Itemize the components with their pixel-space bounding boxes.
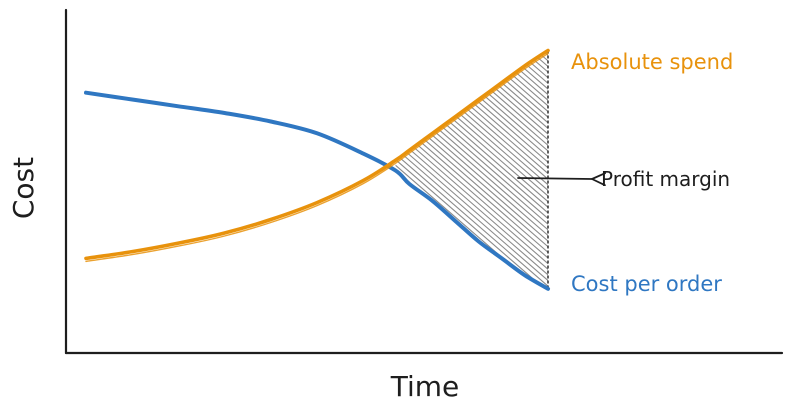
profit-margin-arrow — [517, 172, 606, 187]
hatch-line — [395, 50, 448, 289]
series-label-cost-per-order: Cost per order — [571, 272, 722, 296]
hatch-line — [395, 50, 548, 289]
hatch-line — [471, 50, 548, 289]
hatch-line — [395, 50, 548, 289]
hatch-line — [395, 50, 548, 289]
hatch-line — [395, 50, 500, 289]
annotation-profit-margin: Profit margin — [601, 167, 730, 191]
series-line-absolute-spend — [84, 48, 550, 261]
hatch-line — [395, 50, 548, 289]
hatch-line — [395, 50, 548, 289]
y-axis-title: Cost — [7, 157, 40, 219]
hatch-line — [395, 50, 548, 289]
hatch-line — [395, 50, 467, 289]
hatch-line — [395, 50, 506, 289]
hatch-line — [465, 50, 548, 289]
hatch-line — [395, 50, 513, 289]
hatch-line — [395, 50, 548, 289]
hatch-line — [395, 50, 548, 289]
hatch-line — [395, 50, 548, 289]
hatch-line — [395, 50, 422, 289]
hatch-line — [395, 50, 548, 289]
hatch-line — [395, 50, 493, 289]
hatch-line — [89, 40, 389, 300]
hatch-line — [82, 40, 382, 300]
hatch-line — [478, 50, 548, 289]
hatch-line — [491, 50, 548, 289]
series-label-absolute-spend: Absolute spend — [571, 50, 733, 74]
hatch-line — [95, 40, 395, 300]
hatch-line — [458, 50, 548, 289]
hatch-line — [395, 50, 480, 289]
series-line-absolute-spend-sketch — [85, 52, 549, 263]
hatch-line — [395, 50, 461, 289]
hatch-line — [395, 50, 539, 289]
x-axis-title: Time — [390, 370, 460, 403]
hatch-line — [395, 50, 487, 289]
hatch-line — [395, 50, 526, 289]
hatch-line — [76, 40, 376, 300]
hatch-line — [395, 50, 402, 289]
hatch-line — [395, 50, 454, 289]
hatch-line — [395, 50, 435, 289]
hatch-line — [395, 50, 409, 289]
hatch-line — [395, 50, 548, 289]
hatch-line — [395, 50, 548, 289]
hatch-line — [395, 50, 519, 289]
hatch-line — [395, 50, 548, 289]
hatch-line — [395, 50, 548, 289]
series-line-cost-per-order — [84, 90, 550, 291]
hatch-line — [395, 50, 415, 289]
hatch-line — [395, 50, 474, 289]
hatch-line — [484, 50, 548, 289]
